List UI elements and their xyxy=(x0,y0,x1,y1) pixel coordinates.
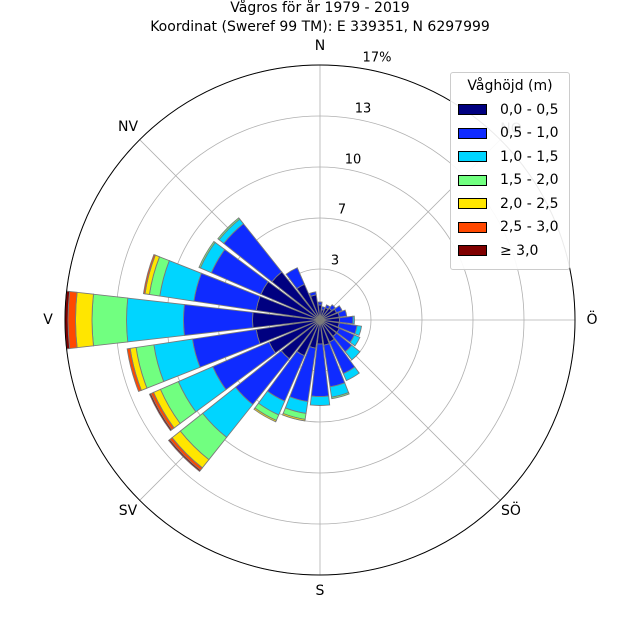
legend-item: 0,0 - 0,5 xyxy=(451,98,569,122)
rose-bar-segment xyxy=(167,438,202,473)
rose-bar-segment xyxy=(349,334,361,347)
rose-bar-segment xyxy=(198,240,216,269)
legend-label: 1,0 - 1,5 xyxy=(500,148,559,165)
outer-circle xyxy=(64,64,576,576)
rose-bar-segment xyxy=(338,315,354,325)
legend-label: 1,5 - 2,0 xyxy=(500,172,559,189)
chart-title: Vågros för år 1979 - 2019 xyxy=(230,0,410,16)
legend: Våghöjd (m) 0,0 - 0,5 0,5 - 1,0 1,0 - 1,… xyxy=(450,72,570,270)
legend-label: 0,5 - 1,0 xyxy=(500,125,559,142)
rose-bar-segment xyxy=(282,412,306,422)
direction-label-nw: NV xyxy=(117,119,139,135)
legend-label: ≥ 3,0 xyxy=(500,242,539,259)
direction-label-sw: SV xyxy=(118,503,138,519)
legend-swatch xyxy=(458,245,487,257)
legend-label: 0,0 - 0,5 xyxy=(500,101,559,118)
legend-label: 2,0 - 2,5 xyxy=(500,195,559,212)
rose-bar-segment xyxy=(126,347,142,393)
legend-item: 2,5 - 3,0 xyxy=(451,216,569,240)
rose-bar-segment xyxy=(328,304,336,312)
legend-swatch xyxy=(458,104,487,116)
legend-swatch xyxy=(458,151,487,163)
rose-bar-segment xyxy=(253,407,277,423)
rose-bar-segment xyxy=(67,290,78,350)
rose-bar-segment xyxy=(309,395,331,406)
rose-bar-segment xyxy=(142,253,156,295)
legend-swatch xyxy=(458,127,487,139)
chart-subtitle: Koordinat (Sweref 99 TM): E 339351, N 62… xyxy=(150,19,490,35)
rose-bar-segment xyxy=(148,392,173,432)
radial-tick-label: 10 xyxy=(344,152,362,168)
legend-item: 1,0 - 1,5 xyxy=(451,145,569,169)
rose-bar-segment xyxy=(126,297,185,343)
rose-bar-segment xyxy=(337,309,348,318)
rose-bar-segment xyxy=(352,315,355,325)
direction-label-s: S xyxy=(315,583,325,599)
rose-bar-segment xyxy=(217,217,241,241)
direction-label-n: N xyxy=(314,38,326,54)
rose-bar-segment xyxy=(308,291,317,297)
legend-item: 2,0 - 2,5 xyxy=(451,192,569,216)
legend-item: ≥ 3,0 xyxy=(451,239,569,263)
radial-tick-label: 3 xyxy=(330,253,340,269)
direction-label-se: SÖ xyxy=(501,503,521,519)
rose-bar-segment xyxy=(331,391,350,400)
legend-swatch xyxy=(458,174,487,186)
rose-bar-segment xyxy=(342,366,360,382)
legend-swatch xyxy=(458,198,487,210)
legend-item: 0,5 - 1,0 xyxy=(451,122,569,146)
rose-bar-segment xyxy=(321,306,326,311)
radial-tick-label: 17% xyxy=(362,50,392,66)
legend-label: 2,5 - 3,0 xyxy=(500,219,559,236)
direction-label-w: V xyxy=(43,312,53,328)
rose-bar-segment xyxy=(333,305,343,314)
rose-bars xyxy=(64,217,363,473)
direction-label-e: Ö xyxy=(586,312,598,328)
rose-bar-segment xyxy=(285,267,306,290)
rose-bar-segment xyxy=(183,304,254,336)
rose-bar-segment xyxy=(344,344,361,361)
rose-bar-segment xyxy=(324,304,331,310)
rose-bar-segment xyxy=(91,293,129,347)
rose-bar-segment xyxy=(354,325,363,336)
legend-swatch xyxy=(458,221,487,233)
legend-item: 1,5 - 2,0 xyxy=(451,169,569,193)
radial-tick-label: 13 xyxy=(354,101,372,117)
rose-bar-segment xyxy=(75,291,94,349)
rose-bar-segment xyxy=(317,301,323,306)
legend-title: Våghöjd (m) xyxy=(467,78,553,94)
radial-tick-label: 7 xyxy=(337,202,347,218)
